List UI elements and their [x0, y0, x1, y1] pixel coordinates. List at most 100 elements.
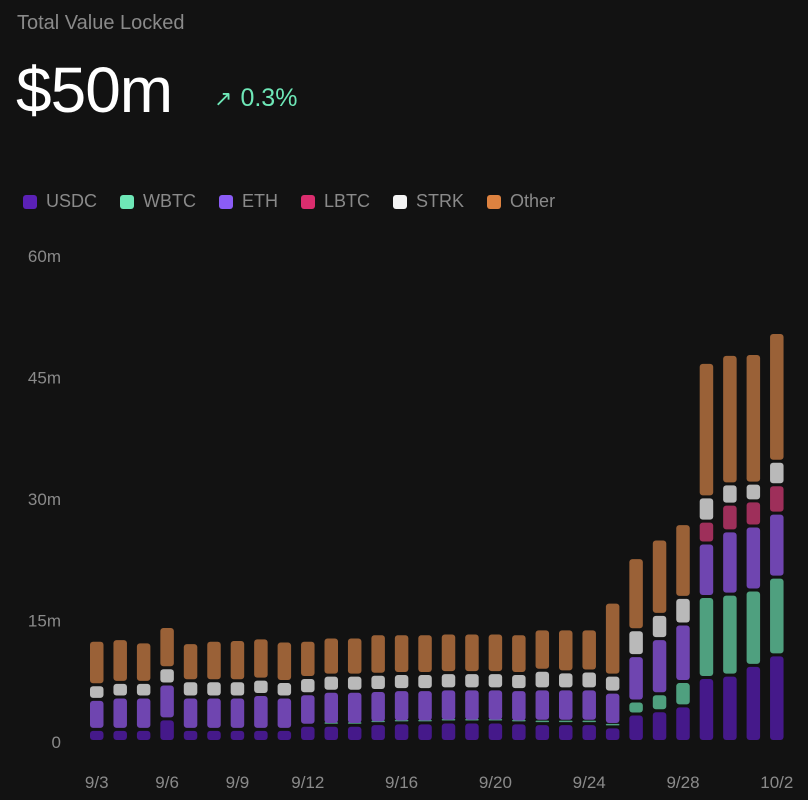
bar-segment-other[interactable]: [277, 642, 292, 681]
bar-segment-eth[interactable]: [207, 698, 221, 728]
bar-segment-other[interactable]: [183, 644, 198, 680]
bar-segment-other[interactable]: [465, 634, 479, 672]
bar-segment-other[interactable]: [582, 630, 596, 670]
bar-segment-strk[interactable]: [770, 462, 784, 484]
bar-segment-other[interactable]: [160, 627, 174, 667]
bar-segment-strk[interactable]: [160, 669, 174, 683]
bar-segment-usdc[interactable]: [605, 728, 620, 740]
bar-segment-usdc[interactable]: [324, 726, 339, 740]
bar-segment-strk[interactable]: [605, 676, 620, 691]
bar-group-9-8[interactable]: [207, 641, 221, 740]
bar-segment-other[interactable]: [371, 635, 385, 673]
bar-group-9-15[interactable]: [371, 635, 385, 740]
bar-segment-eth[interactable]: [582, 690, 596, 720]
bar-group-9-16[interactable]: [394, 635, 409, 740]
bar-segment-strk[interactable]: [394, 674, 409, 689]
bar-segment-eth[interactable]: [394, 691, 409, 721]
bar-segment-usdc[interactable]: [136, 730, 151, 740]
bar-group-9-23[interactable]: [559, 630, 573, 740]
bar-segment-lbtc[interactable]: [723, 505, 737, 530]
bar-segment-strk[interactable]: [347, 676, 362, 690]
bar-segment-usdc[interactable]: [207, 730, 221, 740]
bar-segment-eth[interactable]: [559, 690, 573, 720]
bar-segment-usdc[interactable]: [254, 730, 268, 740]
bar-segment-other[interactable]: [512, 635, 526, 672]
bar-segment-strk[interactable]: [371, 675, 385, 689]
bar-segment-eth[interactable]: [254, 696, 268, 728]
bar-segment-wbtc[interactable]: [676, 683, 690, 705]
bar-segment-usdc[interactable]: [512, 724, 526, 740]
bar-group-9-26[interactable]: [629, 559, 643, 740]
bar-segment-other[interactable]: [254, 639, 268, 678]
bar-segment-lbtc[interactable]: [746, 502, 761, 525]
bar-group-9-22[interactable]: [535, 630, 550, 740]
bar-segment-other[interactable]: [723, 355, 737, 483]
bar-segment-usdc[interactable]: [394, 724, 409, 740]
bar-segment-usdc[interactable]: [418, 724, 432, 740]
bar-group-9-29[interactable]: [699, 363, 714, 740]
bar-segment-other[interactable]: [90, 641, 104, 684]
bar-segment-usdc[interactable]: [723, 676, 737, 740]
bar-segment-strk[interactable]: [441, 674, 456, 688]
bar-segment-usdc[interactable]: [535, 725, 550, 740]
bar-segment-strk[interactable]: [629, 631, 643, 655]
bar-segment-other[interactable]: [207, 641, 221, 680]
bar-segment-eth[interactable]: [746, 527, 761, 589]
bar-segment-other[interactable]: [113, 640, 127, 681]
bar-segment-eth[interactable]: [465, 690, 479, 720]
bar-group-9-25[interactable]: [605, 603, 620, 740]
bar-segment-strk[interactable]: [535, 671, 550, 688]
bar-segment-eth[interactable]: [90, 700, 104, 728]
bar-group-9-19[interactable]: [465, 634, 479, 740]
bar-segment-strk[interactable]: [465, 674, 479, 688]
bar-segment-other[interactable]: [324, 638, 339, 674]
bar-group-9-5[interactable]: [136, 643, 151, 740]
bar-segment-strk[interactable]: [301, 679, 315, 693]
bar-group-9-21[interactable]: [512, 635, 526, 740]
bar-segment-strk[interactable]: [277, 683, 292, 696]
bar-segment-other[interactable]: [347, 638, 362, 674]
bar-group-9-3[interactable]: [90, 641, 104, 740]
bar-group-9-12[interactable]: [301, 641, 315, 740]
bar-segment-usdc[interactable]: [277, 730, 292, 740]
bar-segment-usdc[interactable]: [488, 723, 503, 740]
bar-segment-other[interactable]: [770, 333, 784, 460]
bar-segment-other[interactable]: [699, 363, 714, 496]
bar-segment-strk[interactable]: [488, 674, 503, 688]
bar-segment-strk[interactable]: [183, 682, 198, 696]
bar-segment-usdc[interactable]: [746, 666, 761, 740]
bar-group-9-7[interactable]: [183, 644, 198, 740]
bar-segment-other[interactable]: [652, 540, 667, 613]
bar-segment-wbtc[interactable]: [582, 720, 596, 723]
bar-segment-lbtc[interactable]: [770, 486, 784, 512]
bar-group-9-24[interactable]: [582, 630, 596, 740]
bar-segment-usdc[interactable]: [90, 730, 104, 740]
legend-item-other[interactable]: Other: [487, 191, 555, 212]
bar-segment-wbtc[interactable]: [535, 720, 550, 723]
bar-segment-other[interactable]: [488, 634, 503, 672]
bar-segment-usdc[interactable]: [465, 723, 479, 740]
bar-segment-other[interactable]: [559, 630, 573, 671]
bar-segment-other[interactable]: [301, 641, 315, 677]
bar-segment-usdc[interactable]: [770, 656, 784, 740]
bar-segment-usdc[interactable]: [371, 725, 385, 740]
bar-segment-other[interactable]: [441, 634, 456, 672]
bar-segment-strk[interactable]: [582, 672, 596, 688]
bar-segment-usdc[interactable]: [183, 730, 198, 740]
bar-segment-eth[interactable]: [605, 693, 620, 723]
bar-segment-strk[interactable]: [230, 682, 245, 696]
bar-segment-eth[interactable]: [371, 691, 385, 722]
bar-segment-wbtc[interactable]: [605, 723, 620, 726]
bar-segment-wbtc[interactable]: [559, 720, 573, 723]
bar-group-9-6[interactable]: [160, 627, 174, 740]
legend-item-eth[interactable]: ETH: [219, 191, 278, 212]
bar-segment-strk[interactable]: [676, 598, 690, 623]
bar-segment-eth[interactable]: [324, 692, 339, 723]
legend-item-wbtc[interactable]: WBTC: [120, 191, 196, 212]
bar-segment-eth[interactable]: [512, 691, 526, 721]
bar-segment-strk[interactable]: [512, 674, 526, 689]
bar-segment-wbtc[interactable]: [699, 598, 714, 677]
bar-segment-other[interactable]: [394, 635, 409, 672]
bar-segment-eth[interactable]: [441, 690, 456, 720]
bar-segment-usdc[interactable]: [629, 715, 643, 740]
